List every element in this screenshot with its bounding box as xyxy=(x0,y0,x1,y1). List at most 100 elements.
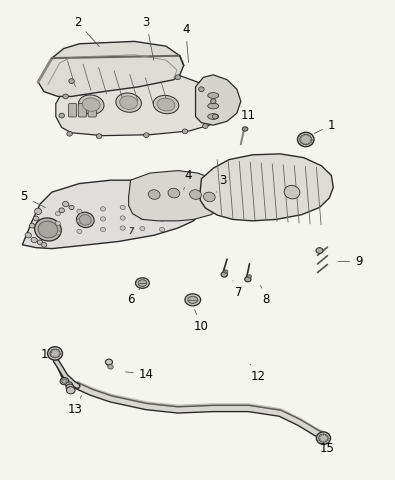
Ellipse shape xyxy=(120,226,125,230)
Ellipse shape xyxy=(77,229,82,234)
Ellipse shape xyxy=(120,205,125,210)
Ellipse shape xyxy=(140,227,145,231)
Ellipse shape xyxy=(248,275,252,278)
Ellipse shape xyxy=(120,96,137,109)
Ellipse shape xyxy=(79,215,91,225)
Ellipse shape xyxy=(297,132,314,147)
Ellipse shape xyxy=(37,240,43,245)
Ellipse shape xyxy=(105,359,113,365)
FancyBboxPatch shape xyxy=(78,104,87,117)
FancyBboxPatch shape xyxy=(88,104,96,117)
Ellipse shape xyxy=(63,94,68,99)
Ellipse shape xyxy=(38,221,58,238)
Ellipse shape xyxy=(69,205,74,210)
Ellipse shape xyxy=(143,133,149,138)
Ellipse shape xyxy=(316,432,331,444)
Ellipse shape xyxy=(50,349,60,358)
Ellipse shape xyxy=(140,216,145,220)
Ellipse shape xyxy=(319,434,328,442)
Ellipse shape xyxy=(59,208,64,213)
Ellipse shape xyxy=(77,219,82,223)
Text: 13: 13 xyxy=(68,396,83,417)
Ellipse shape xyxy=(62,202,69,207)
Ellipse shape xyxy=(67,132,72,136)
Ellipse shape xyxy=(213,114,218,119)
Ellipse shape xyxy=(135,278,149,288)
Ellipse shape xyxy=(96,134,102,139)
Text: 14: 14 xyxy=(126,368,154,381)
FancyBboxPatch shape xyxy=(68,104,77,117)
Ellipse shape xyxy=(66,384,74,391)
Ellipse shape xyxy=(33,216,39,221)
Ellipse shape xyxy=(199,87,204,92)
Polygon shape xyxy=(129,170,225,221)
Ellipse shape xyxy=(208,114,219,120)
Ellipse shape xyxy=(59,113,64,118)
Text: 2: 2 xyxy=(74,16,99,47)
Polygon shape xyxy=(200,154,333,221)
Ellipse shape xyxy=(203,192,215,202)
Ellipse shape xyxy=(100,228,105,232)
Ellipse shape xyxy=(148,190,160,199)
Ellipse shape xyxy=(160,228,165,232)
Ellipse shape xyxy=(55,212,60,216)
Text: 7: 7 xyxy=(233,281,243,299)
Ellipse shape xyxy=(108,365,113,369)
Ellipse shape xyxy=(140,205,145,210)
Ellipse shape xyxy=(300,134,312,144)
Ellipse shape xyxy=(208,93,219,98)
Ellipse shape xyxy=(47,347,62,360)
Ellipse shape xyxy=(224,270,228,273)
Ellipse shape xyxy=(211,99,216,104)
Ellipse shape xyxy=(160,217,165,221)
Text: 3: 3 xyxy=(216,174,227,192)
Ellipse shape xyxy=(60,378,69,385)
Ellipse shape xyxy=(168,188,180,198)
Ellipse shape xyxy=(157,98,175,111)
Ellipse shape xyxy=(35,218,61,241)
Text: 9: 9 xyxy=(338,255,363,268)
Text: 12: 12 xyxy=(250,364,266,383)
Ellipse shape xyxy=(203,124,208,129)
Ellipse shape xyxy=(182,129,188,134)
Ellipse shape xyxy=(69,79,74,84)
Ellipse shape xyxy=(82,98,100,111)
Ellipse shape xyxy=(66,382,73,388)
Ellipse shape xyxy=(100,207,105,211)
Ellipse shape xyxy=(185,294,201,306)
Ellipse shape xyxy=(245,276,251,282)
Ellipse shape xyxy=(66,387,75,394)
Ellipse shape xyxy=(34,208,41,215)
Polygon shape xyxy=(196,75,241,125)
Ellipse shape xyxy=(79,95,104,114)
Text: 6: 6 xyxy=(127,288,141,306)
Text: 5: 5 xyxy=(21,191,45,208)
Ellipse shape xyxy=(55,231,60,235)
Ellipse shape xyxy=(30,223,35,228)
Ellipse shape xyxy=(77,209,82,214)
Ellipse shape xyxy=(190,190,201,199)
Ellipse shape xyxy=(175,75,181,80)
Ellipse shape xyxy=(243,127,248,131)
Ellipse shape xyxy=(160,207,165,211)
Text: 4: 4 xyxy=(184,169,192,190)
Text: 4: 4 xyxy=(182,23,190,62)
Ellipse shape xyxy=(100,217,105,221)
Text: 1: 1 xyxy=(314,119,335,133)
Ellipse shape xyxy=(188,296,198,303)
Ellipse shape xyxy=(138,280,147,287)
Polygon shape xyxy=(38,41,184,96)
Text: 7: 7 xyxy=(128,228,133,236)
Text: 11: 11 xyxy=(241,109,256,130)
Ellipse shape xyxy=(208,103,219,109)
Ellipse shape xyxy=(316,248,323,253)
Ellipse shape xyxy=(31,237,37,243)
Ellipse shape xyxy=(25,233,31,238)
Text: 8: 8 xyxy=(260,286,270,306)
Ellipse shape xyxy=(153,96,179,114)
Ellipse shape xyxy=(120,216,125,220)
Polygon shape xyxy=(56,70,221,136)
Polygon shape xyxy=(23,180,201,249)
Ellipse shape xyxy=(77,212,94,228)
Text: 3: 3 xyxy=(143,16,154,60)
